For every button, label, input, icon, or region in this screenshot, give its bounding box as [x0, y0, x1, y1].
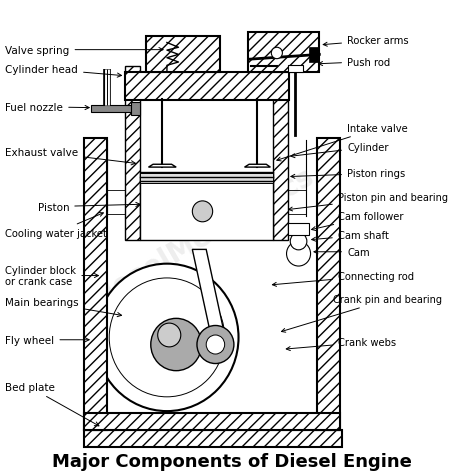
Bar: [309, 48, 319, 63]
Bar: [288, 224, 309, 236]
Bar: [126, 73, 289, 100]
Text: Rocker arms: Rocker arms: [323, 36, 409, 47]
Polygon shape: [192, 250, 225, 335]
Text: Push rod: Push rod: [319, 58, 390, 68]
Text: Connecting rod: Connecting rod: [273, 271, 414, 287]
Text: Major Components of Diesel Engine: Major Components of Diesel Engine: [52, 452, 411, 470]
Circle shape: [271, 48, 283, 60]
Bar: [84, 139, 107, 430]
Text: Cam follower: Cam follower: [311, 212, 403, 231]
Bar: [288, 66, 303, 73]
Text: Intake valve: Intake valve: [277, 124, 408, 161]
Circle shape: [158, 323, 181, 347]
Bar: [126, 67, 140, 240]
Text: Cooling water jacket: Cooling water jacket: [5, 213, 107, 238]
Text: Cylinder block
or crank case: Cylinder block or crank case: [5, 265, 99, 287]
Text: Cam: Cam: [314, 247, 370, 257]
Circle shape: [287, 242, 310, 267]
Text: Crank pin and bearing: Crank pin and bearing: [282, 295, 442, 333]
Bar: [273, 67, 288, 240]
Bar: [140, 174, 273, 183]
Circle shape: [290, 233, 307, 250]
Text: Crank webs: Crank webs: [286, 337, 396, 351]
Text: Cam shaft: Cam shaft: [311, 231, 389, 242]
Bar: [317, 139, 340, 430]
Bar: [248, 32, 319, 73]
Text: Main bearings: Main bearings: [5, 297, 121, 317]
Polygon shape: [148, 165, 176, 168]
Text: Valve spring: Valve spring: [5, 46, 163, 56]
Circle shape: [95, 264, 238, 411]
Text: Exhaust valve: Exhaust valve: [5, 148, 136, 166]
Text: Cylinder head: Cylinder head: [5, 65, 121, 78]
Circle shape: [197, 326, 234, 364]
Bar: [146, 37, 220, 73]
Text: Fuel nozzle: Fuel nozzle: [5, 102, 89, 112]
Text: Piston: Piston: [37, 202, 140, 212]
Text: Piston rings: Piston rings: [291, 169, 405, 179]
Text: Bed plate: Bed plate: [5, 383, 99, 426]
Circle shape: [192, 201, 213, 222]
Polygon shape: [245, 165, 270, 168]
Bar: [131, 103, 140, 116]
Circle shape: [206, 335, 225, 354]
Text: Fly wheel: Fly wheel: [5, 335, 89, 345]
Text: Piston pin and bearing: Piston pin and bearing: [289, 193, 448, 211]
Bar: [140, 174, 273, 240]
Bar: [91, 106, 132, 113]
Text: Cylinder: Cylinder: [291, 143, 389, 159]
Text: DieselMechanics: DieselMechanics: [80, 161, 319, 315]
Circle shape: [151, 319, 201, 371]
Bar: [84, 430, 342, 447]
Bar: [84, 414, 340, 430]
